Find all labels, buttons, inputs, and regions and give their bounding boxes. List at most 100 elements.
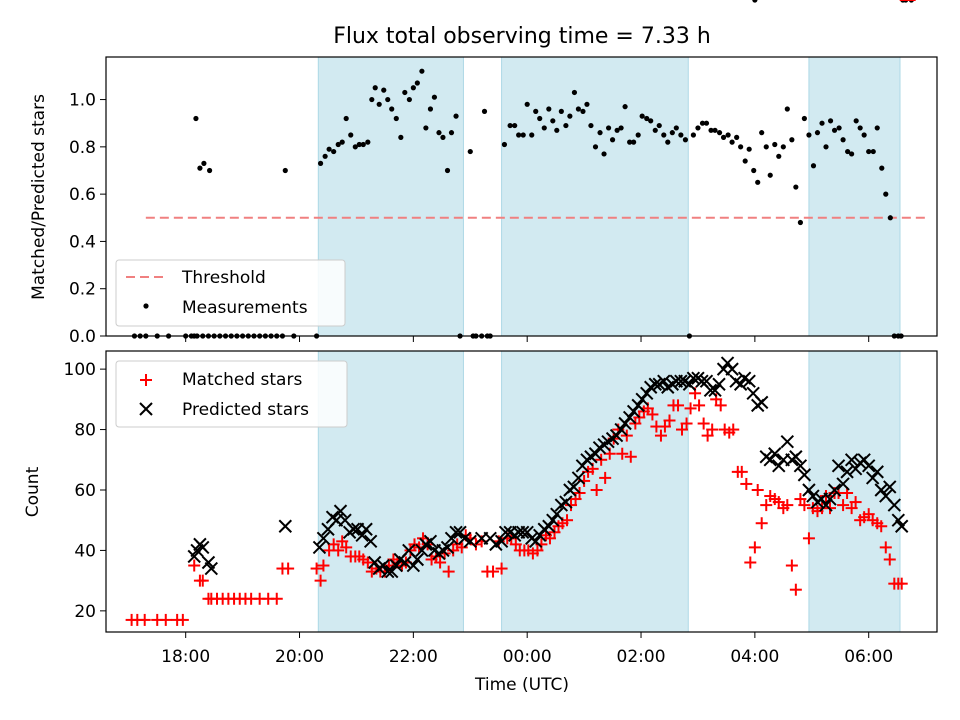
x-tick-label: 04:00: [730, 647, 779, 667]
matched-star-point: [680, 417, 693, 430]
measurement-point: [883, 191, 889, 197]
measurement-point: [755, 179, 761, 185]
measurement-point: [866, 148, 872, 155]
measurement-point: [541, 125, 547, 131]
matched-star-point: [159, 613, 172, 626]
matched-star-point: [789, 583, 802, 596]
predicted-star-point: [725, 362, 739, 376]
measurement-point: [814, 130, 821, 136]
y-tick-label: 0.4: [69, 232, 96, 252]
measurement-point: [436, 130, 442, 136]
matched-star-point: [616, 447, 629, 460]
measurement-point: [335, 141, 341, 148]
predicted-star-point: [346, 522, 361, 536]
predicted-star-point: [887, 498, 902, 512]
matched-star-point: [196, 574, 209, 587]
matched-star-point: [772, 496, 785, 509]
measurement-point: [618, 125, 624, 131]
measurement-point: [406, 96, 412, 103]
predicted-star-point: [763, 453, 777, 467]
measurement-point: [845, 148, 851, 155]
measurement-point: [201, 160, 207, 166]
measurement-point: [197, 165, 203, 171]
measurements-legend-swatch: [143, 303, 149, 309]
matched-star-point: [735, 465, 748, 478]
top-y-ticks: 0.0 0.2 0.4 0.6 0.8 1.0: [69, 91, 106, 347]
predicted-star-point: [657, 374, 671, 388]
predicted-star-point: [648, 377, 662, 391]
predicted-star-point: [870, 465, 884, 479]
predicted-star-point: [381, 564, 395, 579]
measurement-point: [678, 132, 684, 138]
measurement-point: [592, 144, 599, 150]
predicted-star-point: [626, 404, 641, 419]
top-legend: Threshold Measurements: [115, 259, 346, 327]
x-tick-label: 20:00: [275, 647, 324, 667]
measurement-point: [206, 167, 213, 174]
measurement-point: [699, 120, 706, 126]
measurement-point: [546, 106, 552, 112]
measurement-point: [853, 118, 859, 124]
matched-star-point: [781, 499, 794, 512]
predicted-star-point: [316, 531, 331, 546]
measurement-point: [720, 134, 727, 140]
measurement-point: [827, 118, 834, 124]
predicted-star-point: [742, 374, 756, 388]
measurement-point: [716, 130, 723, 136]
measurement-point: [797, 219, 803, 226]
predicted-star-point: [823, 492, 837, 506]
predicted-star-point: [797, 468, 812, 482]
matched-star-point: [646, 408, 659, 421]
measurement-point: [372, 85, 378, 91]
matched-star-point: [693, 399, 706, 412]
matched-star-point: [336, 535, 349, 548]
measurement-point: [635, 132, 641, 138]
measurement-point: [193, 115, 199, 122]
matched-star-point: [434, 556, 447, 569]
measurement-point: [537, 115, 543, 122]
measurement-point: [673, 125, 679, 131]
matched-star-point: [487, 565, 500, 578]
measurement-point: [840, 137, 846, 143]
measurement-point: [575, 106, 582, 112]
top-axes-frame: [105, 56, 938, 337]
measurement-point: [352, 144, 358, 150]
matched-star-point: [849, 496, 862, 509]
matched-star-point: [862, 508, 875, 521]
matched-star-point: [875, 520, 888, 533]
predicted-star-point: [355, 528, 369, 543]
predicted-star-point: [440, 540, 455, 555]
measurement-point: [639, 113, 645, 119]
chart-title: Flux total observing time = 7.33 h: [333, 24, 711, 49]
matched-star-point: [684, 402, 697, 415]
predicted-stars-points: [187, 356, 909, 579]
measurement-point: [857, 125, 863, 131]
matched-star-point: [176, 613, 189, 626]
measurement-point: [524, 101, 530, 107]
matched-star-point: [706, 423, 719, 436]
matched-star-point: [883, 553, 896, 566]
measurement-point: [810, 163, 817, 169]
predicted-star-point: [542, 519, 556, 533]
top-legend-box: [115, 259, 346, 327]
measurement-point: [622, 104, 628, 110]
measurement-point: [609, 137, 616, 143]
predicted-star-point: [312, 540, 327, 555]
bottom-y-ticks: 20 40 60 80 100: [64, 360, 106, 622]
measurement-point: [520, 132, 526, 138]
predicted-star-point: [789, 450, 803, 464]
measurement-point: [322, 153, 328, 159]
measurement-point: [776, 153, 782, 159]
bottom-legend: Matched stars Predicted stars: [115, 360, 348, 428]
matched-star-point: [697, 417, 710, 430]
matched-star-point: [740, 477, 753, 490]
matched-legend-swatch: [140, 374, 152, 386]
measurement-point: [529, 132, 535, 138]
measurement-point: [343, 115, 349, 122]
measurement-point: [348, 132, 354, 138]
y-tick-label: 0.0: [69, 327, 96, 347]
predicted-legend-swatch: [139, 402, 153, 416]
matched-star-point: [701, 429, 714, 442]
x-tick-label: 06:00: [844, 647, 893, 667]
